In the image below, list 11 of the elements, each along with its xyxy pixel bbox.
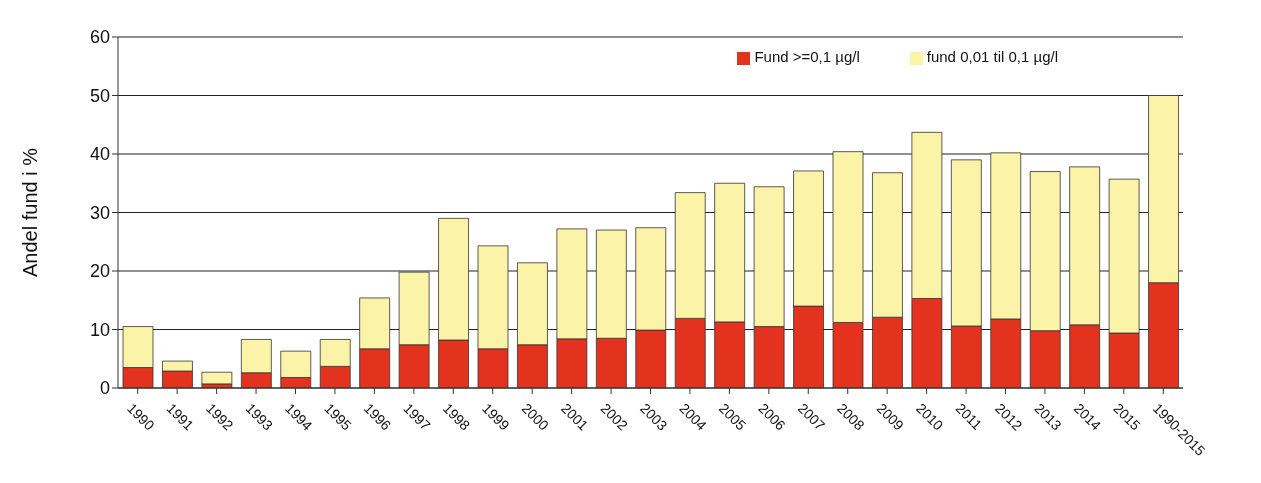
y-tick-label: 30 <box>89 202 110 223</box>
y-tick-label: 40 <box>89 144 110 165</box>
y-tick-label: 10 <box>89 319 110 340</box>
y-tick-label: 50 <box>89 85 110 106</box>
bar <box>201 371 233 385</box>
legend-label: Fund >=0,1 µg/l <box>754 48 860 65</box>
y-tick-label: 0 <box>99 378 110 399</box>
y-axis-title: Andel fund i % <box>19 147 42 277</box>
y-tick-label: 60 <box>89 27 110 48</box>
legend-label: fund 0,01 til 0,1 µg/l <box>926 48 1058 65</box>
y-tick-label: 20 <box>89 261 110 282</box>
